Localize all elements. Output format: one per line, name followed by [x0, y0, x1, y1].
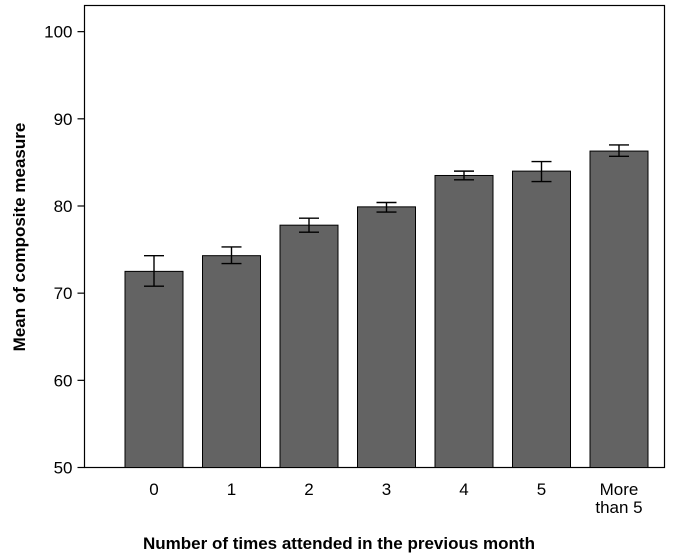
y-tick-label: 50	[54, 459, 73, 478]
y-tick-label: 100	[44, 23, 72, 42]
x-tick-label: 5	[537, 480, 546, 499]
x-tick-label: 3	[382, 480, 391, 499]
y-axis: 50 60 70 80 90 100	[44, 23, 85, 478]
bar	[357, 206, 416, 468]
error-bar	[144, 254, 164, 287]
x-axis: 0 1 2 3 4 5 More than 5	[149, 480, 642, 517]
x-tick-label: 1	[227, 480, 236, 499]
bar	[434, 174, 494, 468]
error-bar	[299, 217, 319, 233]
error-bar	[609, 144, 629, 158]
y-tick-label: 80	[54, 197, 73, 216]
x-tick-label: More than 5	[595, 480, 642, 517]
bar	[589, 150, 649, 468]
y-tick-label: 70	[54, 284, 73, 303]
x-tick-label: 4	[459, 480, 468, 499]
error-bar	[221, 246, 242, 265]
bar	[124, 270, 184, 468]
y-tick-label: 60	[54, 371, 73, 390]
error-bars	[144, 144, 629, 287]
x-axis-title: Number of times attended in the previous…	[143, 534, 535, 553]
y-axis-title: Mean of composite measure	[10, 123, 29, 352]
x-tick-label: 0	[149, 480, 158, 499]
bars	[124, 150, 649, 468]
bar	[279, 224, 339, 468]
error-bar	[454, 170, 474, 181]
x-tick-label: 2	[304, 480, 313, 499]
error-bar	[376, 201, 397, 213]
bar	[202, 255, 261, 468]
bar	[512, 170, 571, 468]
y-tick-label: 90	[54, 110, 73, 129]
error-bar	[531, 160, 552, 183]
